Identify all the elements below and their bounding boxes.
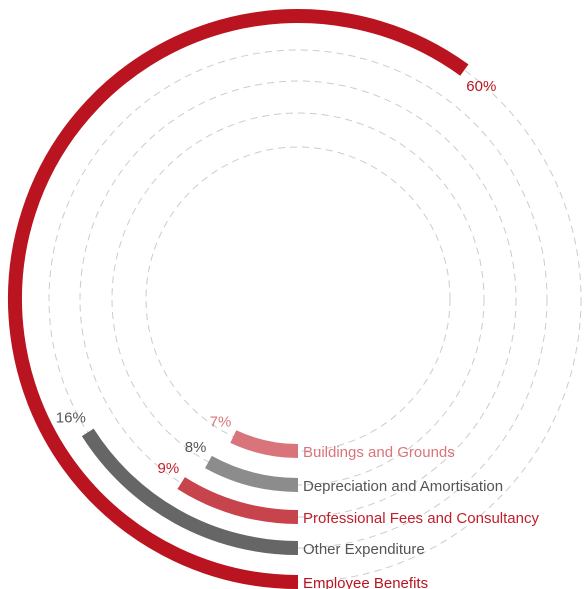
- bar-professional-fees-and-consultancy: [177, 477, 299, 524]
- percent-label-employee-benefits: 60%: [466, 78, 496, 95]
- category-label-other-expenditure: Other Expenditure: [303, 541, 425, 558]
- percent-label-professional-fees-and-consultancy: 9%: [158, 460, 180, 477]
- category-label-professional-fees-and-consultancy: Professional Fees and Consultancy: [303, 510, 539, 527]
- track-ring-depreciation-and-amortisation: [111, 112, 485, 486]
- labels: Employee Benefits 60% Other Expenditure 16%…: [56, 78, 540, 589]
- percent-label-buildings-and-grounds: 7%: [210, 414, 232, 431]
- bars: [7, 9, 469, 589]
- category-label-buildings-and-grounds: Buildings and Grounds: [303, 444, 455, 461]
- bar-buildings-and-grounds: [230, 430, 299, 458]
- bar-other-expenditure: [81, 428, 299, 555]
- category-label-depreciation-and-amortisation: Depreciation and Amortisation: [303, 478, 503, 495]
- category-label-employee-benefits: Employee Benefits: [303, 575, 428, 589]
- percent-label-other-expenditure: 16%: [56, 409, 86, 426]
- bar-employee-benefits: [7, 9, 469, 589]
- bar-depreciation-and-amortisation: [205, 455, 299, 492]
- percent-label-depreciation-and-amortisation: 8%: [185, 439, 207, 456]
- track-ring-buildings-and-grounds: [145, 146, 451, 452]
